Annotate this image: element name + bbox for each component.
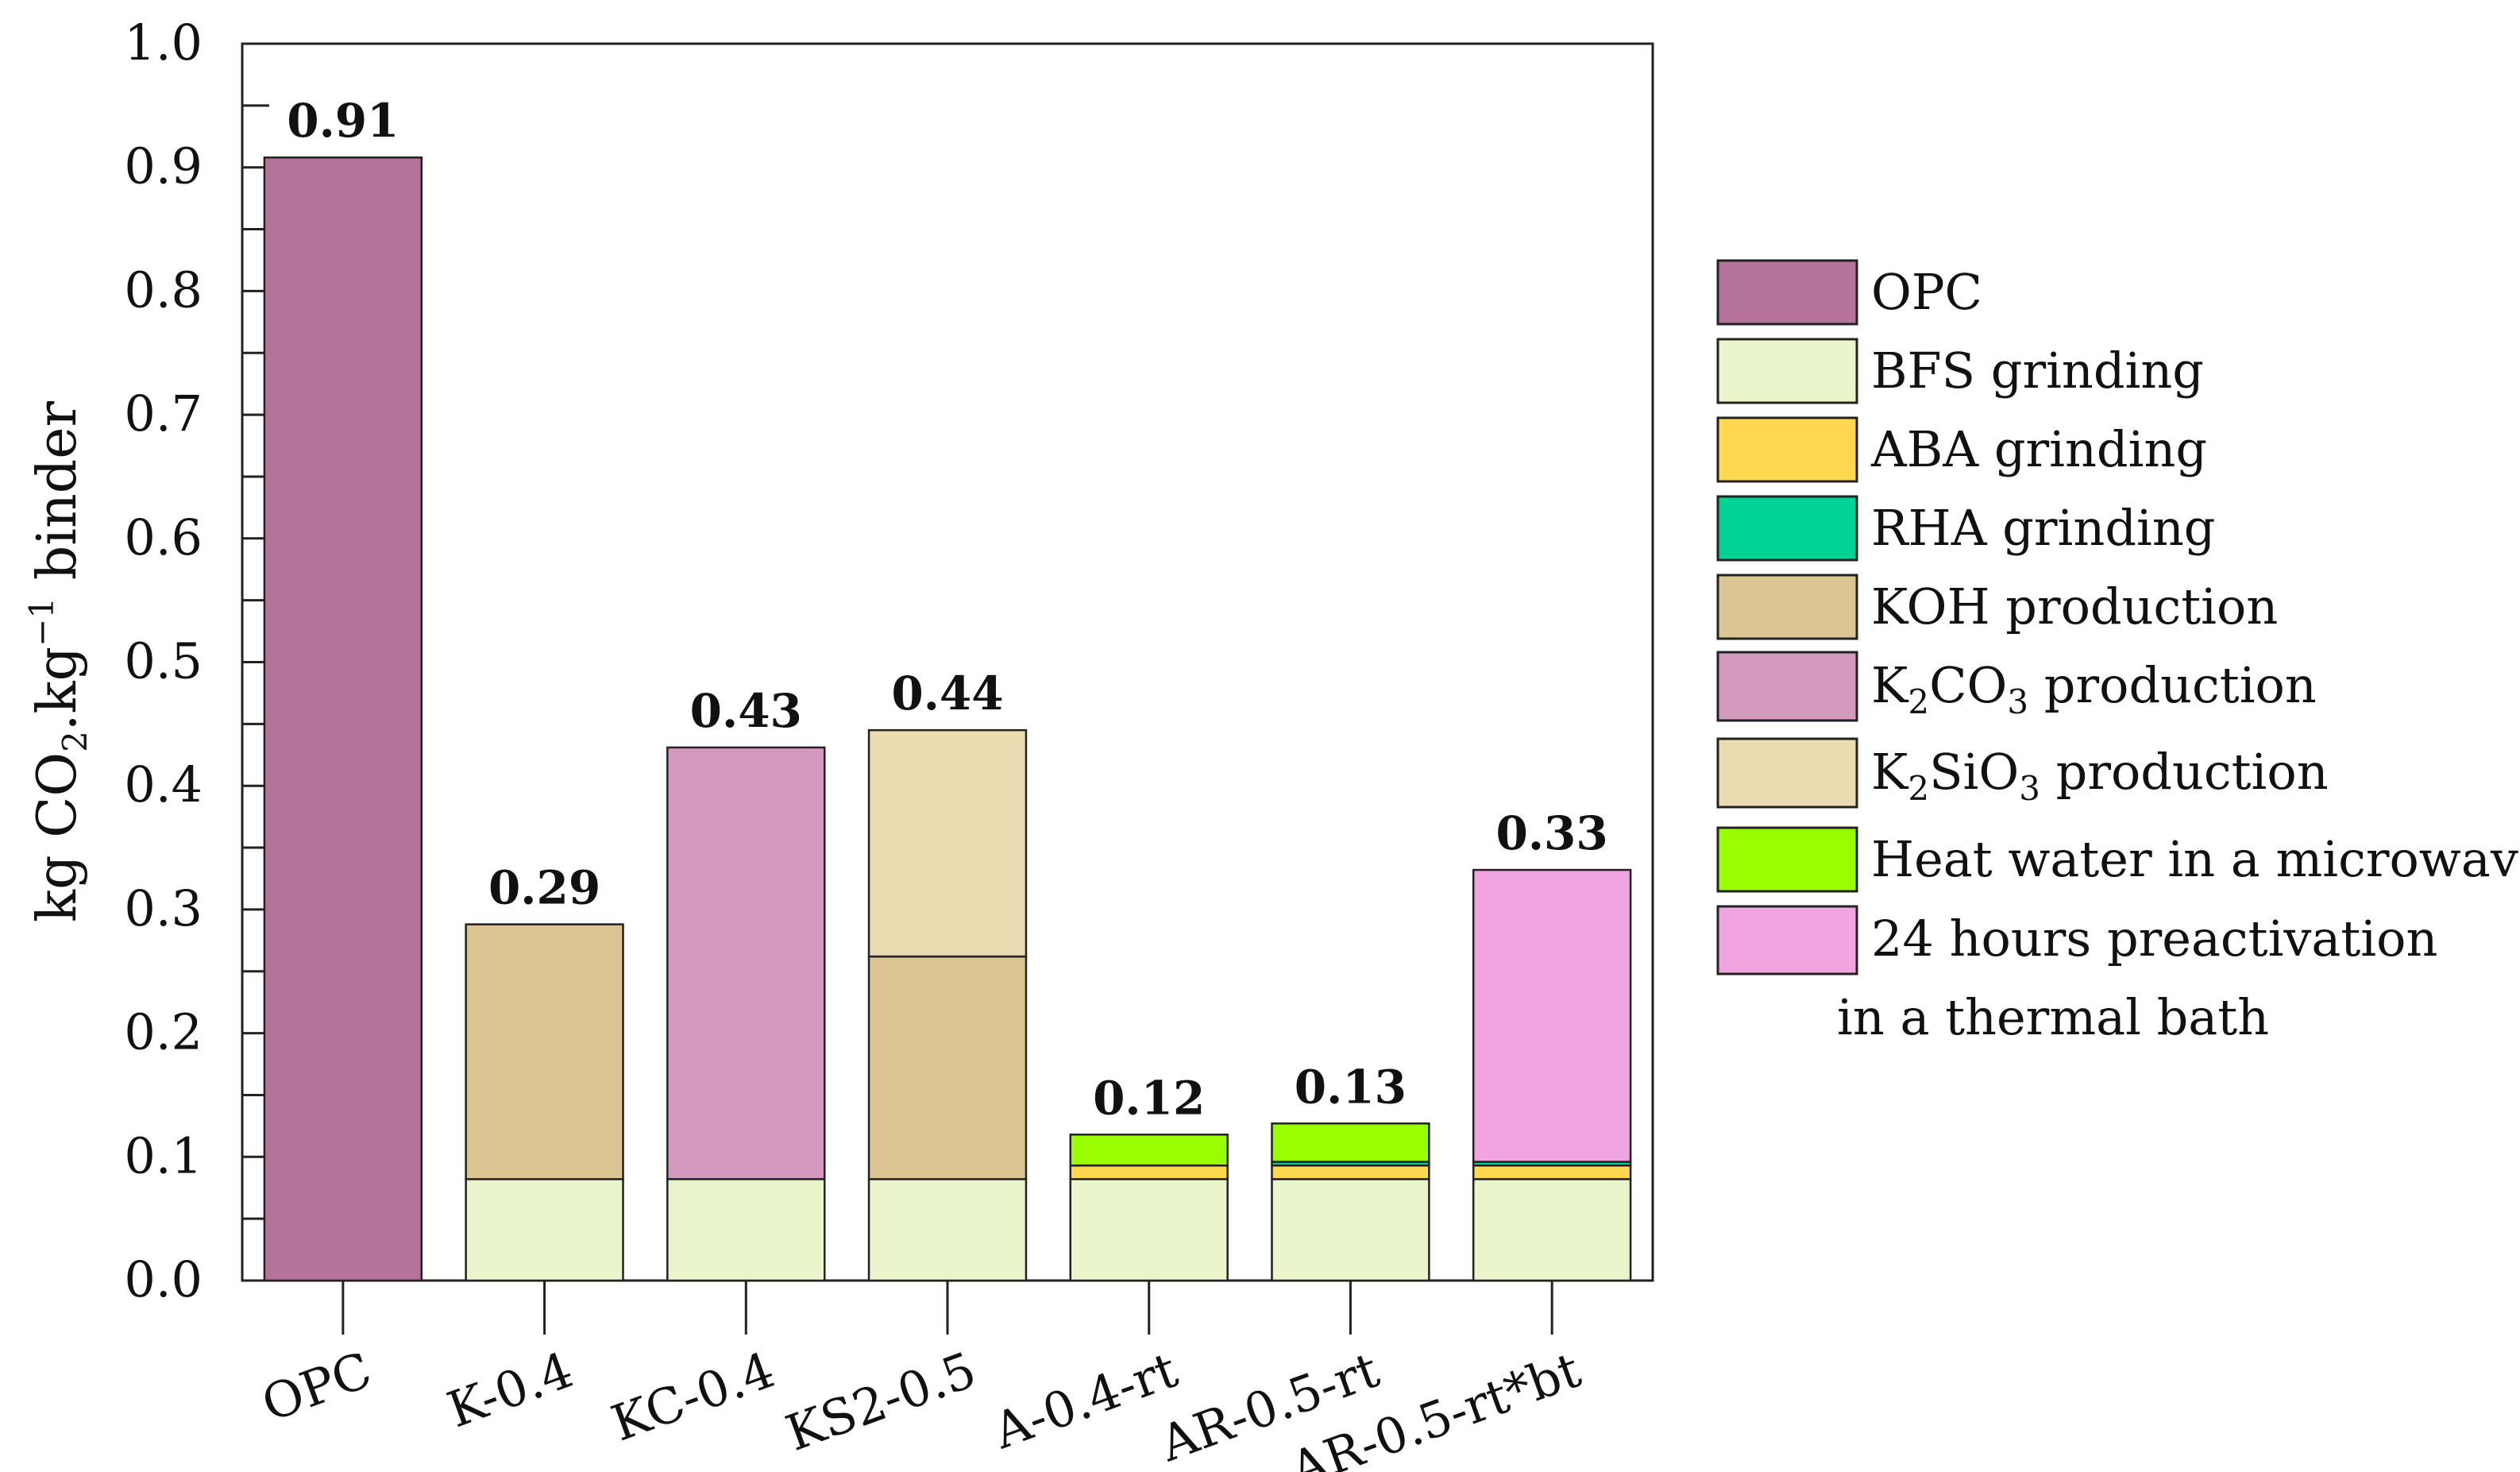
y-tick-label: 0.7 [124, 384, 203, 442]
legend-text-part: production [2028, 656, 2317, 714]
legend-label-preactivation-line2: in a thermal bath [1837, 988, 2269, 1046]
y-axis-label-part: .kg [26, 647, 89, 731]
bar-segment-kc-0-4-bfs-grinding [666, 1178, 826, 1282]
total-labels-group: 0.91 0.29 0.43 0.44 0.12 0.13 0.33 [287, 94, 1608, 1125]
bar-segment-k-0-4-bfs-grinding [465, 1178, 624, 1282]
legend-text-part: production [2040, 743, 2329, 801]
legend: OPC BFS grinding ABA grinding RHA grindi… [1716, 259, 2520, 1046]
total-label: 0.91 [287, 94, 399, 148]
bar-segment-ar-0-5-rt-bt-bfs-grinding [1472, 1178, 1632, 1282]
y-tick-label: 0.2 [124, 1003, 203, 1061]
legend-text-sub: 2 [1908, 682, 1929, 721]
legend-text-sub: 2 [1908, 769, 1929, 808]
legend-swatch-bfs [1716, 338, 1858, 404]
x-tick-label: K-0.4 [440, 1340, 581, 1439]
bar-segment-a-0-4-rt-aba-grinding [1069, 1164, 1229, 1180]
legend-swatch-preactivation [1716, 905, 1858, 976]
legend-label-rha: RHA grinding [1871, 499, 2215, 557]
legend-text-part: K [1871, 656, 1909, 714]
x-tick-label: A-0.4-rt [986, 1340, 1185, 1460]
bar-segment-ks2-0-5-koh-production [867, 955, 1028, 1180]
y-axis-ticks: 0.0 0.1 0.2 0.3 0.4 0.5 0.6 0.7 0.8 0.9 1.0 [124, 14, 296, 1308]
legend-swatch-rha [1716, 495, 1858, 562]
legend-text-sub: 3 [2019, 769, 2040, 808]
bar-segment-ks2-0-5-k2sio3-production [867, 728, 1028, 958]
bar-segment-ks2-0-5-bfs-grinding [867, 1178, 1028, 1282]
y-tick-label: 1.0 [124, 14, 203, 71]
total-label: 0.29 [488, 861, 600, 915]
bar-segment-k-0-4-koh-production [465, 923, 624, 1180]
legend-swatch-k2sio3 [1716, 737, 1858, 809]
y-tick-label: 0.1 [124, 1126, 203, 1184]
legend-label-koh: KOH production [1871, 578, 2278, 636]
y-axis-label-sup: −1 [22, 597, 61, 647]
bar-segment-kc-0-4-k2co3-production [666, 746, 826, 1180]
legend-label-k2co3: K2CO3 production [1871, 656, 2317, 721]
y-axis-label: kg CO2.kg−1 binder [22, 400, 95, 922]
y-tick-label: 0.8 [124, 261, 203, 319]
legend-label-opc: OPC [1871, 263, 1982, 321]
legend-label-k2sio3: K2SiO3 production [1871, 743, 2329, 808]
legend-text-part: K [1871, 743, 1909, 801]
y-tick-label: 0.6 [124, 508, 203, 566]
y-tick-label: 0.4 [124, 755, 203, 813]
y-tick-label: 0.0 [124, 1250, 203, 1308]
bar-segment-a-0-4-rt-heat-water-in-a-microwave [1069, 1134, 1229, 1167]
legend-swatch-opc [1716, 259, 1858, 326]
total-label: 0.44 [891, 666, 1003, 721]
y-tick-label: 0.5 [124, 632, 203, 690]
total-label: 0.43 [690, 684, 802, 738]
total-label: 0.33 [1496, 806, 1608, 860]
legend-swatch-k2co3 [1716, 651, 1858, 722]
y-axis-label-part: binder [26, 400, 89, 597]
y-axis-label-sub: 2 [56, 731, 95, 752]
legend-label-bfs: BFS grinding [1871, 342, 2204, 400]
legend-text-part: CO [1929, 656, 2007, 714]
legend-swatch-microwave [1716, 826, 1858, 893]
bar-segment-a-0-4-rt-bfs-grinding [1069, 1178, 1229, 1282]
legend-label-microwave: Heat water in a microwave [1871, 830, 2520, 888]
x-tick-label: KC-0.4 [604, 1340, 782, 1452]
bar-segment-ar-0-5-rt-heat-water-in-a-microwave [1271, 1122, 1430, 1163]
bar-segment-opc-opc [263, 156, 423, 1282]
bar-segment-ar-0-5-rt-bt-aba-grinding [1472, 1164, 1632, 1180]
x-tick-label: KS2-0.5 [778, 1340, 983, 1462]
y-tick-label: 0.9 [124, 137, 203, 195]
legend-text-part: SiO [1929, 743, 2019, 801]
bar-segment-ar-0-5-rt-bt-24-hours-preactivation-in-a-thermal-bath [1472, 868, 1632, 1163]
bars-group [263, 156, 1632, 1282]
bar-segment-ar-0-5-rt-bfs-grinding [1271, 1178, 1430, 1282]
total-label: 0.12 [1093, 1071, 1205, 1125]
legend-swatch-koh [1716, 574, 1858, 640]
y-tick-label: 0.3 [124, 879, 203, 937]
y-axis-label-part: kg CO [26, 752, 89, 922]
legend-text-sub: 3 [2007, 682, 2028, 721]
legend-label-preactivation: 24 hours preactivation [1871, 910, 2437, 968]
total-label: 0.13 [1295, 1060, 1407, 1114]
x-tick-label: OPC [254, 1340, 379, 1432]
legend-swatch-aba [1716, 416, 1858, 483]
bar-segment-ar-0-5-rt-aba-grinding [1271, 1164, 1430, 1180]
legend-label-aba: ABA grinding [1870, 420, 2207, 478]
